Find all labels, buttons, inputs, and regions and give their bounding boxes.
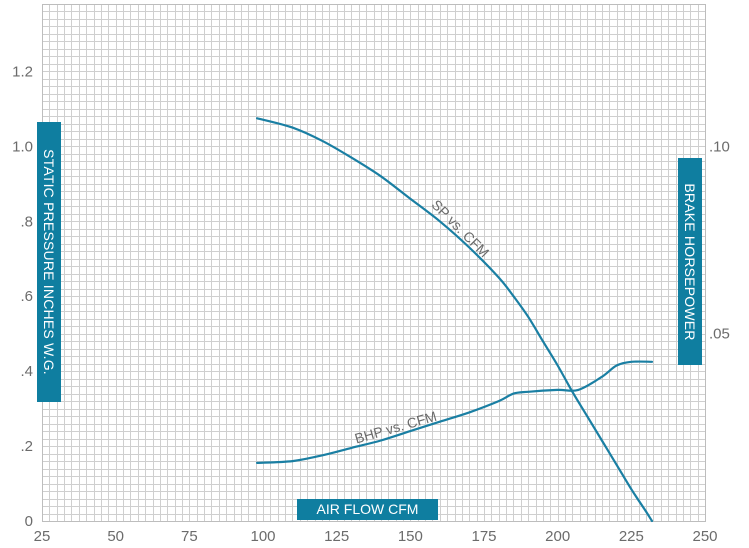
x-tick-label: 100 [250,528,275,545]
x-tick-label: 125 [324,528,349,545]
x-tick-label: 25 [34,528,51,545]
grid [42,4,706,522]
x-tick-label: 225 [619,528,644,545]
y-tick-label: .8 [20,213,33,230]
x-tick-label: 50 [107,528,124,545]
y-tick-label: 1.0 [12,138,33,155]
x-tick-label: 250 [692,528,717,545]
y-tick-label: .4 [20,363,33,380]
x-tick-label: 75 [181,528,198,545]
x-tick-label: 200 [545,528,570,545]
y-tick-label: 0 [25,513,33,530]
y-axis-label: STATIC PRESSURE INCHES W.G. [37,122,61,402]
x-tick-label: 175 [471,528,496,545]
series [256,117,654,523]
tick-labels: 25 50 75 100 125 150 175 200 225 250 0 .2 .4 .6 .8 1.0 1… [12,63,730,545]
y2-tick-label: .10 [709,138,730,155]
y-axis-label-text: STATIC PRESSURE INCHES W.G. [41,149,57,375]
y-tick-label: 1.2 [12,63,33,80]
x-axis-label: AIR FLOW CFM [297,499,438,520]
bhp-vs-cfm-line [256,360,654,464]
y-tick-label: .6 [20,288,33,305]
y2-axis-label: BRAKE HORSEPOWER [678,158,702,365]
y2-axis-label-text: BRAKE HORSEPOWER [682,182,698,341]
x-tick-label: 150 [398,528,423,545]
sp-vs-cfm-line [256,117,654,523]
y-tick-label: .2 [20,438,33,455]
y2-tick-label: .05 [709,326,730,343]
